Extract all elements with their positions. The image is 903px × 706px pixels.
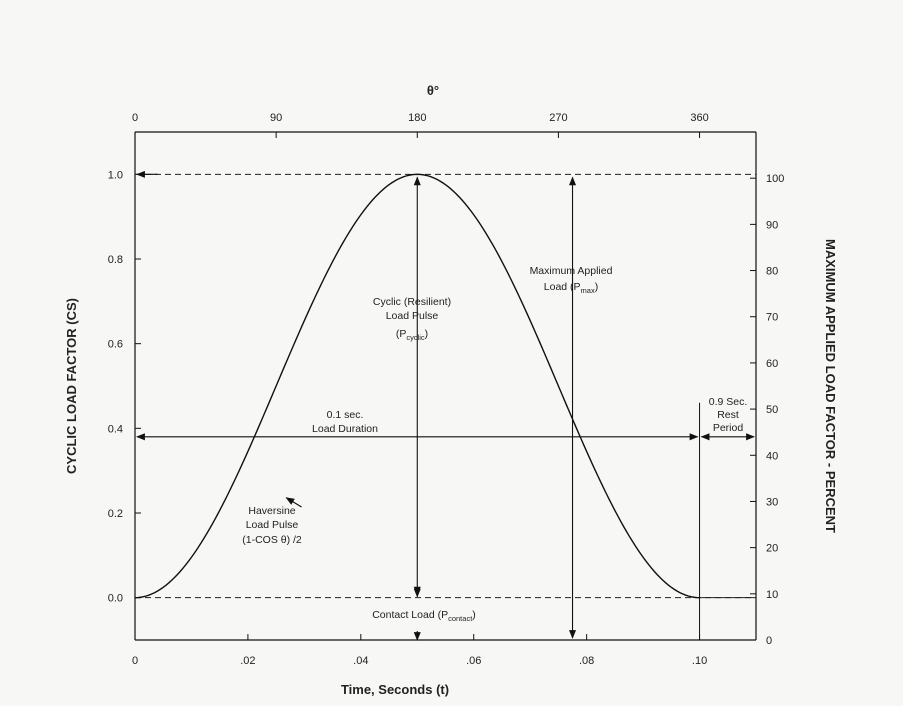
theta-tick-label: 270 xyxy=(549,112,567,124)
svg-text:(1-COS θ) /2: (1-COS θ) /2 xyxy=(242,534,302,546)
haversine-leader xyxy=(285,497,302,508)
series-layer xyxy=(134,173,700,599)
svg-text:Maximum Applied: Maximum Applied xyxy=(530,265,613,277)
svg-text:0.9 Sec.: 0.9 Sec. xyxy=(709,396,748,408)
y2-tick-label: 80 xyxy=(766,266,778,278)
annotation-load-duration: 0.1 sec. Load Duration xyxy=(312,409,378,435)
ticks-layer: 0 .02 .04 .06 .08 .10 0 90 180 270 360 0.0 0.2 0.4 0.6… xyxy=(108,112,785,667)
x-tick-label: .02 xyxy=(240,655,255,667)
haversine-curve xyxy=(134,173,700,599)
x-axis-title: Time, Seconds (t) xyxy=(341,682,449,697)
top-axis-title: θ° xyxy=(427,83,439,98)
y2-tick-label: 30 xyxy=(766,496,778,508)
y2-tick-label: 50 xyxy=(766,404,778,416)
y-tick-label: 1.0 xyxy=(108,169,123,181)
svg-text:Haversine: Haversine xyxy=(248,505,295,517)
x-tick-label: .10 xyxy=(692,655,707,667)
annotation-cyclic-pulse: Cyclic (Resilient) Load Pulse (Pcyclic) xyxy=(373,296,451,342)
arrow-layer xyxy=(136,170,755,641)
y-tick-label: 0.4 xyxy=(108,423,123,435)
svg-text:Contact Load (Pcontact): Contact Load (Pcontact) xyxy=(372,609,476,623)
svg-text:Cyclic (Resilient): Cyclic (Resilient) xyxy=(373,296,451,308)
y-tick-label: 0.6 xyxy=(108,339,123,351)
annotation-haversine: Haversine Load Pulse (1-COS θ) /2 xyxy=(242,505,302,546)
svg-text:Load Pulse: Load Pulse xyxy=(386,310,439,322)
y2-tick-label: 60 xyxy=(766,358,778,370)
svg-text:Rest: Rest xyxy=(717,409,739,421)
theta-tick-label: 180 xyxy=(408,112,426,124)
annotation-max-applied: Maximum Applied Load (Pmax) xyxy=(530,265,613,295)
svg-text:Load Duration: Load Duration xyxy=(312,423,378,435)
y-axis-title: CYCLIC LOAD FACTOR (CS) xyxy=(64,298,79,474)
theta-tick-label: 0 xyxy=(132,112,138,124)
plot-frame xyxy=(134,131,757,641)
x-tick-label: .04 xyxy=(353,655,368,667)
y2-tick-label: 70 xyxy=(766,312,778,324)
y-tick-label: 0.8 xyxy=(108,254,123,266)
theta-tick-label: 90 xyxy=(270,112,282,124)
y-tick-label: 0.0 xyxy=(108,593,123,605)
svg-text:Load (Pmax): Load (Pmax) xyxy=(544,281,598,295)
y2-tick-label: 90 xyxy=(766,219,778,231)
y-tick-label: 0.2 xyxy=(108,508,123,520)
y2-axis-title: MAXIMUM APPLIED LOAD FACTOR - PERCENT xyxy=(823,239,838,533)
y2-tick-label: 0 xyxy=(766,635,772,647)
y2-tick-label: 10 xyxy=(766,589,778,601)
svg-text:0.1 sec.: 0.1 sec. xyxy=(327,409,364,421)
x-tick-label: .06 xyxy=(466,655,481,667)
svg-text:Load Pulse: Load Pulse xyxy=(246,519,299,531)
svg-text:Period: Period xyxy=(713,422,744,434)
svg-text:(Pcyclic): (Pcyclic) xyxy=(396,328,428,342)
x-tick-label: 0 xyxy=(132,655,138,667)
annotation-contact-load: Contact Load (Pcontact) xyxy=(372,609,476,623)
y2-tick-label: 100 xyxy=(766,173,784,185)
y2-tick-label: 20 xyxy=(766,543,778,555)
x-tick-label: .08 xyxy=(579,655,594,667)
theta-tick-label: 360 xyxy=(690,112,708,124)
reference-layer xyxy=(135,173,756,599)
y2-tick-label: 40 xyxy=(766,450,778,462)
annotation-rest-period: 0.9 Sec. Rest Period xyxy=(709,396,748,434)
